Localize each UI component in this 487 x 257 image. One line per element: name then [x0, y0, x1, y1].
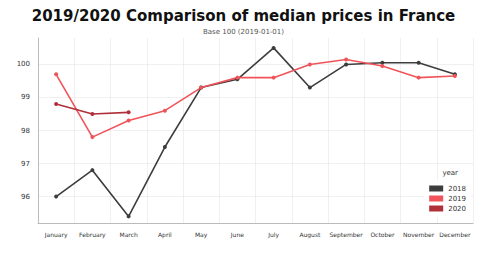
svg-text:year: year — [442, 169, 458, 177]
svg-text:February: February — [79, 231, 106, 239]
svg-text:2020: 2020 — [448, 205, 466, 213]
svg-text:April: April — [158, 231, 172, 239]
svg-text:July: July — [267, 231, 279, 239]
svg-text:2019: 2019 — [448, 195, 466, 203]
svg-text:March: March — [119, 231, 137, 238]
svg-text:99: 99 — [21, 93, 30, 101]
svg-text:96: 96 — [21, 193, 30, 201]
svg-text:Base 100 (2019-01-01): Base 100 (2019-01-01) — [203, 28, 284, 36]
svg-text:97: 97 — [21, 160, 30, 168]
svg-text:2019/2020 Comparison of median: 2019/2020 Comparison of median prices in… — [32, 7, 456, 25]
svg-text:November: November — [403, 231, 435, 238]
svg-text:May: May — [195, 231, 208, 239]
svg-text:January: January — [44, 231, 68, 239]
svg-text:2018: 2018 — [448, 185, 466, 193]
svg-text:98: 98 — [21, 127, 30, 135]
svg-text:June: June — [230, 231, 244, 239]
svg-text:October: October — [370, 231, 395, 238]
svg-text:100: 100 — [17, 60, 30, 68]
svg-text:August: August — [299, 231, 321, 239]
svg-text:September: September — [330, 231, 364, 239]
svg-text:December: December — [439, 231, 471, 238]
